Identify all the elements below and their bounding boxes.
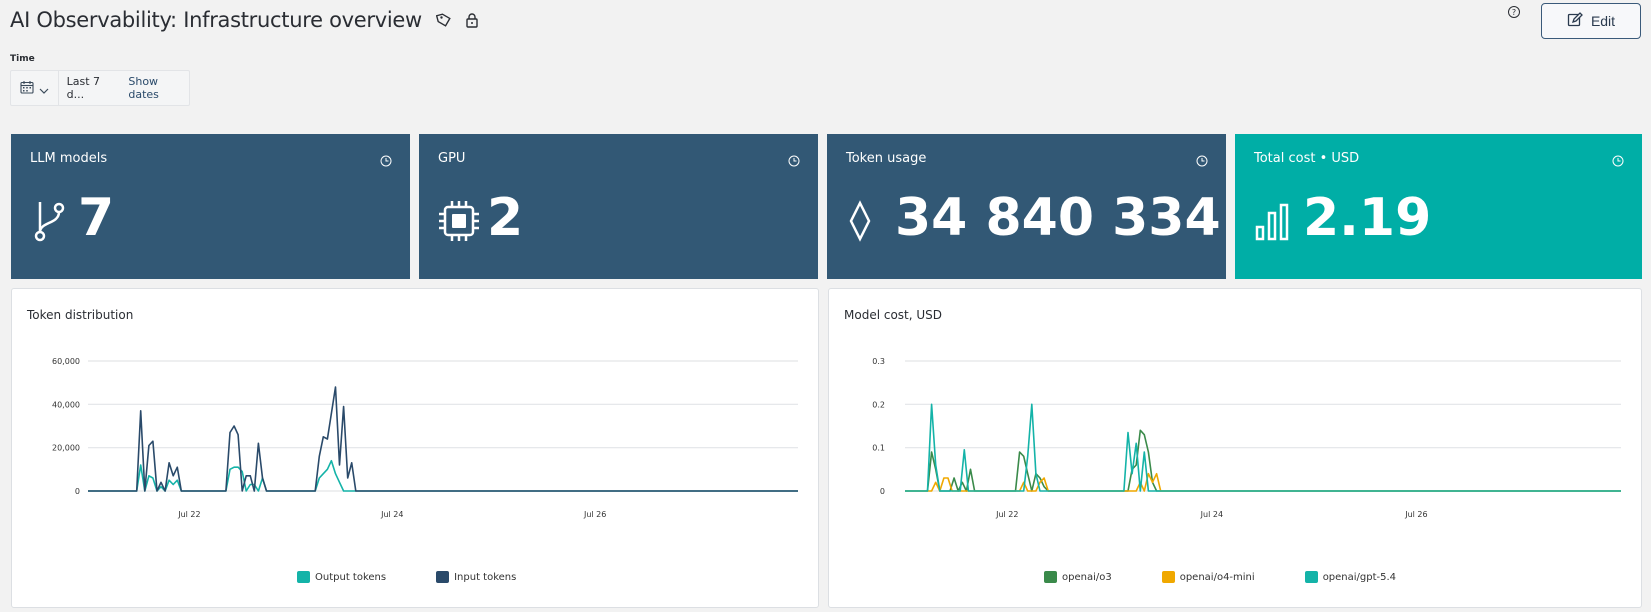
legend-swatch [1044,571,1057,583]
kpi-value: 7 [78,188,115,248]
chip-icon [439,199,479,243]
kpi-llm-models[interactable]: LLM models 7 [11,134,410,279]
legend-swatch [297,571,310,583]
time-picker: Last 7 d... Show dates [10,70,190,106]
legend-item[interactable]: openai/o4-mini [1161,571,1255,583]
legend-label: openai/gpt-5.4 [1322,571,1397,583]
edit-icon [1567,11,1583,31]
legend-label: Output tokens [315,571,387,583]
x-tick-label: Jul 24 [1200,510,1223,519]
kpi-total-cost[interactable]: Total cost • USD 2.19 [1235,134,1642,279]
x-tick-label: Jul 26 [1404,510,1427,519]
calendar-icon [20,79,34,98]
y-tick-label: 20,000 [52,444,80,453]
y-tick-label: 60,000 [52,357,80,366]
token-distribution-chart: 60,000 40,000 20,000 0 Jul 22 Jul 24 Jul 26 [52,357,798,519]
legend-swatch [1304,571,1318,583]
x-tick-label: Jul 26 [583,510,606,519]
clock-icon[interactable] [1612,152,1624,167]
kpi-value: 2 [487,188,524,248]
edit-label: Edit [1590,13,1616,29]
kpi-title: GPU [438,151,466,166]
edit-button[interactable]: Edit [1541,3,1641,39]
x-tick-label: Jul 24 [380,510,403,519]
x-tick-label: Jul 22 [995,510,1018,519]
chevron-down-icon [39,79,49,98]
kpi-gpu[interactable]: GPU 2 [419,134,818,279]
y-tick-label: 0.1 [872,444,885,453]
tag-icon[interactable] [434,10,454,30]
clock-icon[interactable] [788,152,800,167]
token-distribution-panel: Token distribution 60,000 40,000 20,000 0 Ju… [11,288,819,608]
model-cost-chart: 0.3 0.2 0.1 0 Jul 22 Jul 24 Jul 26 [872,357,1621,519]
legend-item[interactable]: Output tokens [297,571,386,583]
y-tick-label: 0 [75,487,80,496]
legend-item[interactable]: openai/o3 [1044,571,1112,583]
legend-label: Input tokens [454,571,517,583]
clock-icon[interactable] [380,152,392,167]
branch-icon [31,199,65,243]
bar-chart-icon [1255,199,1289,243]
title-bar: AI Observability: Infrastructure overvie… [10,8,482,32]
kpi-title: Token usage [846,151,927,166]
legend-label: openai/o4-mini [1179,571,1255,583]
y-tick-label: 0.3 [872,357,885,366]
legend-swatch [1161,571,1175,583]
series-line [88,459,798,492]
help-icon[interactable]: ? [1507,4,1521,18]
legend-label: openai/o3 [1062,571,1112,583]
series-line [88,386,798,492]
panel-title: Model cost, USD [844,308,943,322]
chart-legend: openai/o3 openai/o4-mini openai/gpt-5.4 [1044,571,1396,583]
show-dates-link[interactable]: Show dates [128,75,159,101]
page-title: AI Observability: Infrastructure overvie… [10,8,422,32]
time-label: Time [10,54,35,64]
kpi-title: Total cost • USD [1254,151,1360,166]
series-line [905,429,1621,492]
model-cost-panel: Model cost, USD 0.3 0.2 0.1 0 Jul 22 Jul 24 Ju… [828,288,1642,608]
legend-item[interactable]: Input tokens [436,571,516,583]
lock-icon[interactable] [462,10,482,30]
clock-icon[interactable] [1196,152,1208,167]
x-tick-label: Jul 22 [177,510,200,519]
y-tick-label: 0.2 [872,400,885,409]
kpi-value: 34 840 334 [895,188,1221,248]
kpi-title: LLM models [30,151,108,166]
y-tick-label: 0 [880,487,885,496]
time-range-value[interactable]: Last 7 d... [66,75,101,101]
kpi-token-usage[interactable]: Token usage 34 840 334 [827,134,1226,279]
svg-text:?: ? [1512,8,1516,17]
chart-legend: Output tokens Input tokens [297,571,516,583]
kpi-value: 2.19 [1303,188,1432,248]
panel-title: Token distribution [27,308,134,322]
legend-swatch [436,571,450,583]
calendar-dropdown[interactable] [11,71,59,105]
diamond-icon [847,199,881,243]
series-line [905,403,1621,492]
legend-item[interactable]: openai/gpt-5.4 [1304,571,1397,583]
series-line [905,472,1621,492]
y-tick-label: 40,000 [52,400,80,409]
